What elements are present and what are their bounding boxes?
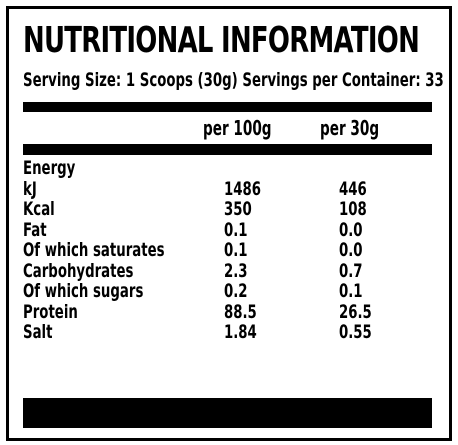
label-title: NUTRITIONAL INFORMATION bbox=[23, 20, 420, 61]
nutrient-row-salt: Salt 1.84 0.55 bbox=[23, 321, 423, 343]
nutrient-row-energy: Energy bbox=[23, 157, 423, 179]
nutrient-row-kcal: Kcal 350 108 bbox=[23, 198, 423, 220]
value-per-30g: 0.0 bbox=[339, 218, 363, 241]
bottom-footer-bar bbox=[23, 398, 432, 428]
top-divider-bar bbox=[23, 102, 432, 112]
nutrient-name: Of which sugars bbox=[23, 280, 144, 302]
value-per-100g: 2.3 bbox=[224, 259, 248, 282]
value-per-100g: 0.1 bbox=[224, 239, 248, 261]
value-per-30g: 0.7 bbox=[339, 259, 363, 282]
value-per-30g: 26.5 bbox=[339, 300, 372, 323]
nutrient-row-fat: Fat 0.1 0.0 bbox=[23, 218, 423, 241]
nutrition-label-panel: NUTRITIONAL INFORMATION Serving Size: 1 … bbox=[6, 6, 452, 441]
value-per-30g: 108 bbox=[339, 198, 367, 220]
nutrient-row-saturates: Of which saturates 0.1 0.0 bbox=[23, 239, 423, 261]
nutrient-name: kJ bbox=[23, 177, 37, 200]
nutrient-name: Carbohydrates bbox=[23, 259, 134, 282]
nutrient-name: Protein bbox=[23, 300, 78, 323]
column-header-per-30g: per 30g bbox=[320, 116, 380, 140]
nutrient-table: Energy kJ 1486 446 Kcal 350 108 Fat 0.1 … bbox=[23, 157, 423, 343]
value-per-30g: 0.55 bbox=[339, 321, 372, 343]
nutrient-name: Of which saturates bbox=[23, 239, 165, 261]
nutrient-name: Kcal bbox=[23, 198, 55, 220]
value-per-100g: 1486 bbox=[224, 177, 262, 200]
nutrient-name: Fat bbox=[23, 218, 47, 241]
value-per-100g: 350 bbox=[224, 198, 252, 220]
value-per-100g: 88.5 bbox=[224, 300, 257, 323]
value-per-100g: 1.84 bbox=[224, 321, 257, 343]
value-per-30g: 0.1 bbox=[339, 280, 363, 302]
nutrient-name: Salt bbox=[23, 321, 53, 343]
nutrient-row-protein: Protein 88.5 26.5 bbox=[23, 300, 423, 323]
value-per-30g: 0.0 bbox=[339, 239, 363, 261]
nutrient-row-sugars: Of which sugars 0.2 0.1 bbox=[23, 280, 423, 302]
nutrient-row-kj: kJ 1486 446 bbox=[23, 177, 423, 200]
column-header-per-100g: per 100g bbox=[203, 116, 272, 140]
value-per-30g: 446 bbox=[339, 177, 367, 200]
value-per-100g: 0.2 bbox=[224, 280, 248, 302]
nutrient-row-carbohydrates: Carbohydrates 2.3 0.7 bbox=[23, 259, 423, 282]
value-per-100g: 0.1 bbox=[224, 218, 248, 241]
nutrient-name: Energy bbox=[23, 157, 76, 179]
header-divider-bar bbox=[23, 144, 432, 155]
serving-info: Serving Size: 1 Scoops (30g) Servings pe… bbox=[23, 69, 444, 91]
